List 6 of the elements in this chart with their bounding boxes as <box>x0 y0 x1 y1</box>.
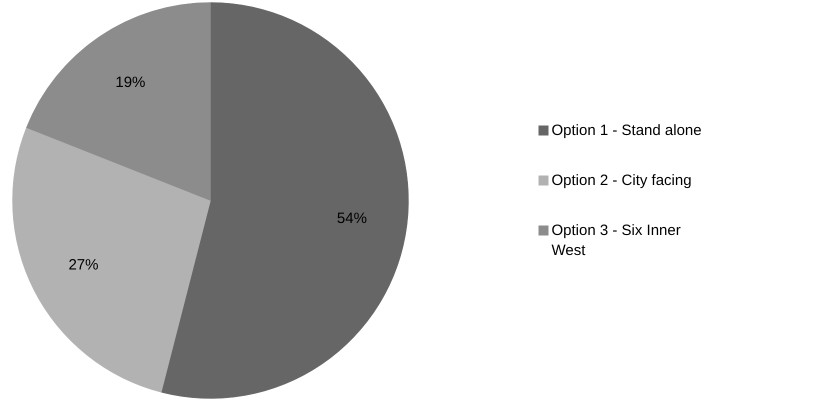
data-label: 27% <box>68 256 98 274</box>
data-label: 19% <box>115 74 146 92</box>
data-label: 54% <box>336 210 367 227</box>
legend-label: Option 3 - Six Inner West <box>552 222 681 259</box>
legend-label: Option 2 - City facing <box>552 172 692 189</box>
legend-label: Option 1 - Stand alone <box>552 122 702 139</box>
